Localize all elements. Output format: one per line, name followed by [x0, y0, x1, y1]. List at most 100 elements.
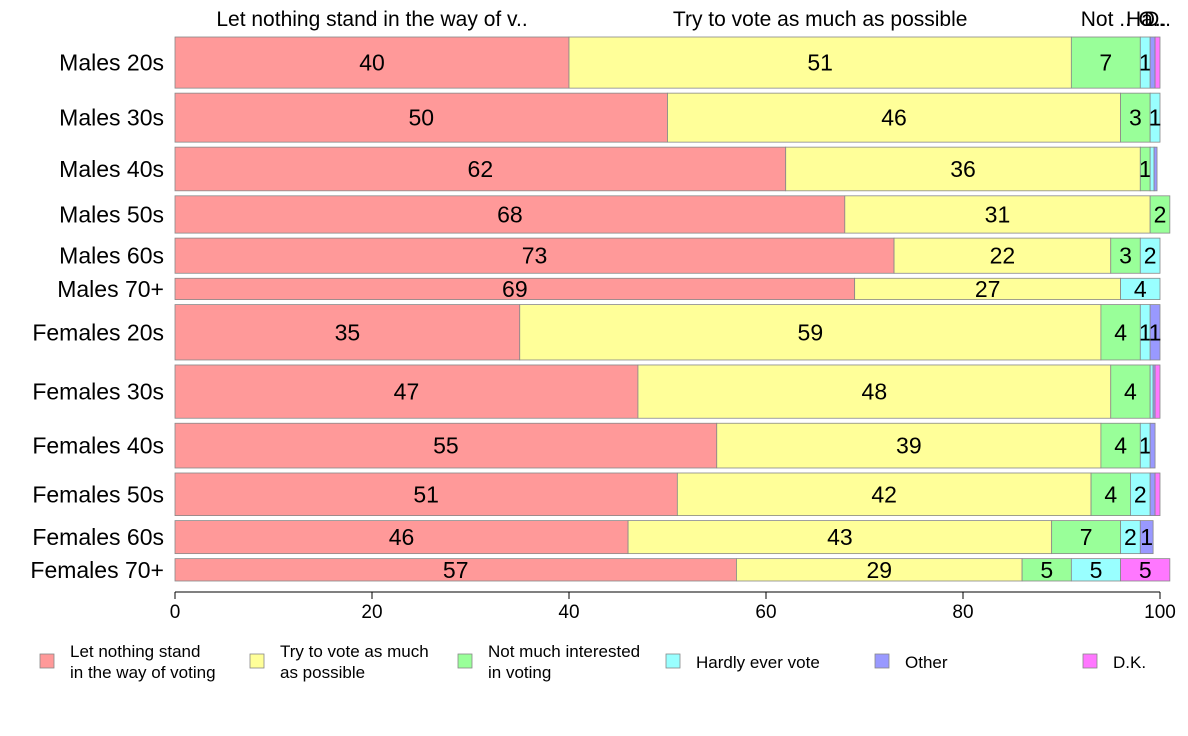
legend-label: Other	[905, 653, 948, 672]
data-label: 22	[990, 243, 1016, 269]
data-label: 3	[1129, 105, 1142, 131]
data-label: 4	[1124, 379, 1137, 405]
data-label: 1	[1139, 50, 1152, 76]
data-label: 57	[443, 557, 469, 583]
series-top-label: Ha..	[1126, 8, 1165, 31]
data-label: 35	[335, 319, 361, 345]
legend-item: Other	[874, 653, 948, 672]
legend-swatch	[249, 653, 265, 669]
data-label: 51	[807, 50, 833, 76]
bar-segment	[174, 195, 846, 234]
data-label: 2	[1134, 481, 1147, 507]
legend-swatch	[39, 653, 55, 669]
legend-item: Try to vote as much as possible	[249, 642, 429, 682]
data-label: 1	[1140, 524, 1153, 550]
data-label: 1	[1149, 105, 1162, 131]
data-label: 1	[1139, 319, 1152, 345]
data-label: 5	[1090, 557, 1103, 583]
bar-segment	[1120, 277, 1161, 300]
legend-item: D.K.	[1082, 653, 1146, 672]
data-label: 4	[1104, 481, 1117, 507]
bar-segment	[1139, 520, 1154, 555]
bar-segment	[1149, 472, 1156, 516]
bar-segment	[1154, 472, 1161, 516]
category-label: Females 50s	[32, 481, 164, 507]
x-tick-label: 40	[558, 602, 579, 623]
bar-segment	[174, 92, 668, 143]
data-label: 43	[827, 524, 853, 550]
data-label: 50	[408, 105, 434, 131]
bar-segment	[1149, 422, 1156, 469]
legend-label: Let nothing stand	[70, 642, 200, 661]
bar-segment	[174, 472, 678, 516]
bar-segment	[637, 364, 1112, 419]
data-label: 2	[1124, 524, 1137, 550]
category-label: Females 70+	[30, 557, 164, 583]
legend-label: as possible	[280, 663, 365, 682]
series-top-label: Try to vote as much as possible	[673, 8, 968, 31]
category-label: Males 70+	[57, 276, 164, 302]
data-label: 42	[871, 481, 897, 507]
legend-label: Not much interested	[488, 642, 640, 661]
x-tick-label: 0	[170, 602, 181, 623]
data-label: 2	[1144, 243, 1157, 269]
x-tick-label: 100	[1144, 602, 1176, 623]
legend-item: Hardly ever vote	[665, 653, 820, 672]
data-label: 1	[1139, 433, 1152, 459]
legend-label: D.K.	[1113, 653, 1146, 672]
bar-segment	[1139, 237, 1161, 274]
data-label: 59	[798, 319, 824, 345]
bar-segment	[1149, 364, 1154, 419]
bar-segment	[844, 195, 1151, 234]
category-label: Males 30s	[59, 105, 164, 131]
x-tick-label: 20	[361, 602, 382, 623]
data-label: 1	[1149, 319, 1162, 345]
y-axis-labels: Males 20s Males 30s Males 40s Males 50s Male…	[30, 50, 164, 583]
data-label: 27	[975, 276, 1001, 302]
bar-segment	[785, 146, 1141, 192]
data-label: 36	[950, 156, 976, 182]
category-label: Males 60s	[59, 243, 164, 269]
data-label: 46	[881, 105, 907, 131]
x-tick-label: 80	[952, 602, 973, 623]
legend-item: Not much interested in voting	[457, 642, 640, 682]
bar-segment	[174, 146, 787, 192]
legend-swatch	[874, 653, 890, 669]
data-label: 40	[359, 50, 385, 76]
category-label: Females 20s	[32, 319, 164, 345]
data-label: 7	[1080, 524, 1093, 550]
bar-segment	[627, 520, 1053, 555]
bar-segment	[1090, 472, 1131, 516]
data-label: 7	[1099, 50, 1112, 76]
data-label: 68	[497, 201, 523, 227]
data-label: 2	[1154, 201, 1167, 227]
data-label: 4	[1114, 433, 1127, 459]
bar-segment	[174, 422, 718, 469]
category-label: Females 30s	[32, 379, 164, 405]
bar-segment	[716, 422, 1102, 469]
bar-segment	[676, 472, 1092, 516]
series-top-labels: Let nothing stand in the way of v.. Try t…	[216, 8, 1171, 31]
bar-segment	[1149, 36, 1156, 89]
category-label: Males 50s	[59, 201, 164, 227]
bar-segment	[174, 36, 570, 89]
legend: Let nothing stand in the way of voting Try…	[39, 642, 1146, 682]
legend-swatch	[457, 653, 473, 669]
data-label: 5	[1139, 557, 1152, 583]
legend-label: Hardly ever vote	[696, 653, 820, 672]
bar-segment	[1149, 195, 1171, 234]
data-label: 39	[896, 433, 922, 459]
bar-segment	[1110, 237, 1141, 274]
bar-segment	[1110, 364, 1151, 419]
series-top-label: Not ..	[1081, 8, 1131, 31]
data-label: 48	[862, 379, 888, 405]
bar-segment	[893, 237, 1112, 274]
bar-segment	[1149, 146, 1155, 192]
legend-swatch	[1082, 653, 1098, 669]
bar-segment	[1149, 92, 1161, 143]
legend-label: in voting	[488, 663, 551, 682]
data-label: 1	[1139, 156, 1152, 182]
data-label: 73	[522, 243, 548, 269]
data-label: 69	[502, 276, 528, 302]
